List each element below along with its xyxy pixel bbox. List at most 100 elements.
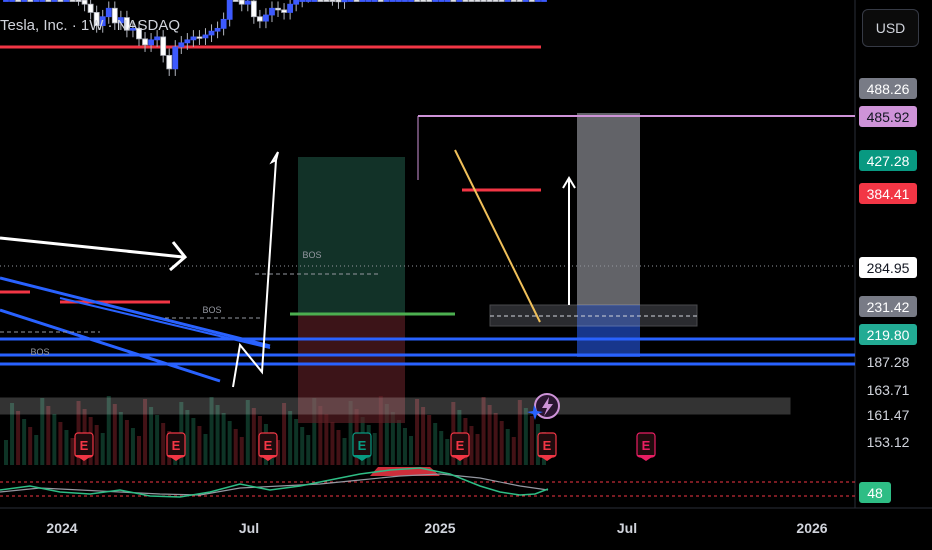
- time-axis-label: 2026: [796, 520, 828, 536]
- candle: [87, 3, 94, 13]
- volume-bar: [100, 433, 105, 465]
- volume-bar: [143, 399, 148, 465]
- earnings-marker-label: E: [358, 438, 367, 453]
- candle: [396, 0, 402, 2]
- candle: [389, 0, 396, 2]
- volume-bar: [342, 438, 347, 465]
- volume-bar: [34, 435, 39, 465]
- candle: [516, 0, 523, 2]
- candle: [256, 16, 263, 22]
- volume-bar: [112, 404, 117, 465]
- candle: [341, 0, 348, 3]
- candle: [160, 36, 167, 56]
- earnings-marker-pointer: [538, 455, 556, 461]
- volume-bar: [22, 419, 27, 465]
- earnings-marker: E: [166, 432, 186, 461]
- earnings-marker-pointer: [75, 455, 93, 461]
- volume-bar: [439, 431, 444, 465]
- candle: [21, 0, 28, 2]
- candle: [9, 0, 15, 2]
- candles: [3, 0, 547, 76]
- volume-bar: [185, 410, 190, 465]
- volume-bar: [288, 411, 293, 465]
- candle: [462, 0, 469, 2]
- earnings-marker-label: E: [456, 438, 465, 453]
- symbol-header[interactable]: Tesla, Inc. · 1W · NASDAQ: [0, 17, 181, 34]
- candle: [402, 0, 408, 2]
- earnings-marker: E: [352, 432, 372, 461]
- earnings-marker: E: [537, 432, 557, 461]
- candle: [27, 0, 34, 2]
- zigzag-projection: [232, 151, 279, 388]
- candle: [492, 0, 499, 2]
- candle: [335, 0, 342, 3]
- candle: [353, 0, 360, 2]
- oscillator-signal-line: [0, 473, 549, 496]
- volume-bar: [227, 421, 232, 465]
- candle: [529, 0, 535, 2]
- price-tag: 427.28: [859, 150, 917, 171]
- candle: [287, 3, 294, 13]
- candle: [541, 0, 547, 2]
- price-tag: 485.92: [859, 106, 917, 127]
- candle: [486, 0, 493, 2]
- trend-arrow-head: [169, 241, 188, 272]
- lower-support-box: [0, 397, 791, 415]
- candle: [93, 12, 100, 26]
- candle: [510, 0, 517, 2]
- candle: [33, 0, 40, 2]
- volume-bar: [197, 426, 202, 465]
- volume-bar: [203, 434, 208, 465]
- candle: [57, 0, 64, 2]
- sparkle-icon: [527, 405, 543, 420]
- price-tag: 153.12: [866, 433, 910, 450]
- earnings-marker-pointer: [353, 455, 371, 461]
- volume-bar: [28, 427, 33, 465]
- volume-bar: [215, 405, 220, 465]
- volume-bar: [390, 412, 395, 465]
- candle: [414, 0, 420, 2]
- price-tag: 163.71: [866, 381, 910, 398]
- volume-bar: [481, 397, 486, 465]
- candle: [111, 7, 118, 24]
- channel-line-mid: [59, 297, 271, 349]
- candle: [117, 17, 124, 24]
- downtrend-line: [454, 149, 541, 323]
- candle: [196, 36, 203, 39]
- candle: [504, 0, 511, 2]
- candle: [123, 17, 130, 31]
- volume-bar: [469, 426, 474, 465]
- candle: [480, 0, 487, 2]
- candle: [238, 0, 245, 5]
- volume-bar: [245, 400, 250, 465]
- volume-bar: [239, 437, 244, 465]
- volume-bar: [94, 425, 99, 465]
- volume-bar: [40, 398, 45, 465]
- volume-bar: [52, 414, 57, 465]
- currency-button[interactable]: USD: [862, 9, 919, 47]
- candle: [81, 0, 88, 5]
- candle: [105, 7, 112, 18]
- volume-bar: [523, 408, 528, 465]
- price-tag: 219.80: [859, 324, 917, 345]
- volume-bar: [378, 396, 383, 465]
- candle: [190, 36, 197, 41]
- volume-bar: [46, 406, 51, 465]
- candle: [45, 0, 52, 2]
- volume-bar: [209, 397, 214, 465]
- volume-bar: [4, 440, 8, 465]
- volume-bar: [336, 430, 341, 465]
- price-tag: 231.42: [859, 296, 917, 317]
- volume-bar: [149, 407, 154, 465]
- candle: [317, 0, 324, 2]
- candle: [220, 18, 227, 29]
- volume-bar: [118, 412, 123, 465]
- volume-bar: [318, 406, 323, 465]
- candle: [178, 42, 185, 48]
- candle: [184, 39, 191, 44]
- volume-bar: [276, 440, 281, 465]
- earnings-marker-pointer: [637, 455, 655, 461]
- bos-label: BOS: [202, 305, 221, 315]
